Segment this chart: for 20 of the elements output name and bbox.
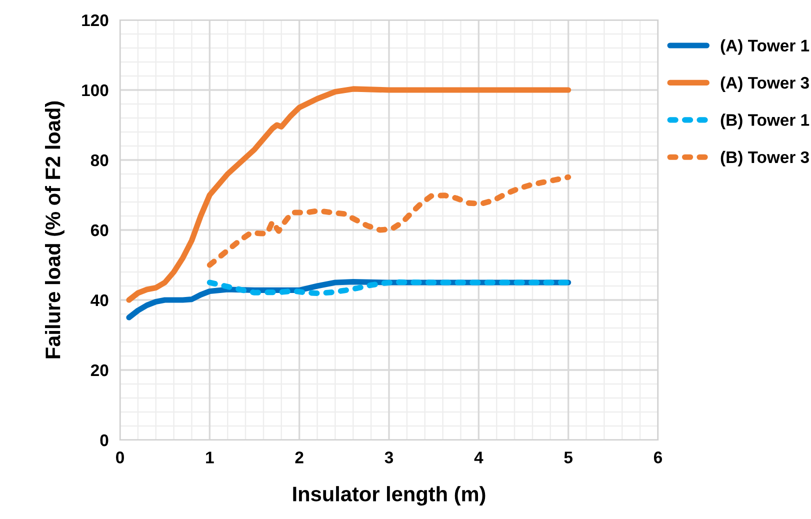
x-tick-label: 5 — [564, 452, 573, 464]
y-tick-label: 0 — [100, 434, 108, 446]
x-tick-label: 1 — [206, 452, 214, 464]
x-axis-title: Insulator length (m) — [293, 486, 486, 506]
y-tick-label: 40 — [90, 294, 108, 306]
legend-label: (A) Tower 1 — [720, 39, 810, 55]
legend-label: (B) Tower 3 — [720, 150, 809, 166]
x-tick-label: 6 — [654, 452, 662, 464]
y-tick-label: 80 — [90, 154, 108, 166]
x-tick-label: 4 — [474, 452, 484, 464]
y-axis-title: Failure load (% of F2 load) — [44, 101, 64, 358]
y-tick-label: 100 — [82, 84, 108, 96]
y-tick-label: 120 — [82, 14, 108, 26]
y-tick-label: 60 — [90, 224, 108, 236]
x-tick-label: 0 — [116, 452, 124, 464]
legend-label: (B) Tower 1 — [720, 114, 810, 130]
y-tick-label: 20 — [90, 364, 108, 376]
legend-label: (A) Tower 3 — [720, 76, 809, 92]
x-tick-label: 3 — [384, 452, 394, 464]
x-tick-label: 2 — [295, 452, 304, 464]
